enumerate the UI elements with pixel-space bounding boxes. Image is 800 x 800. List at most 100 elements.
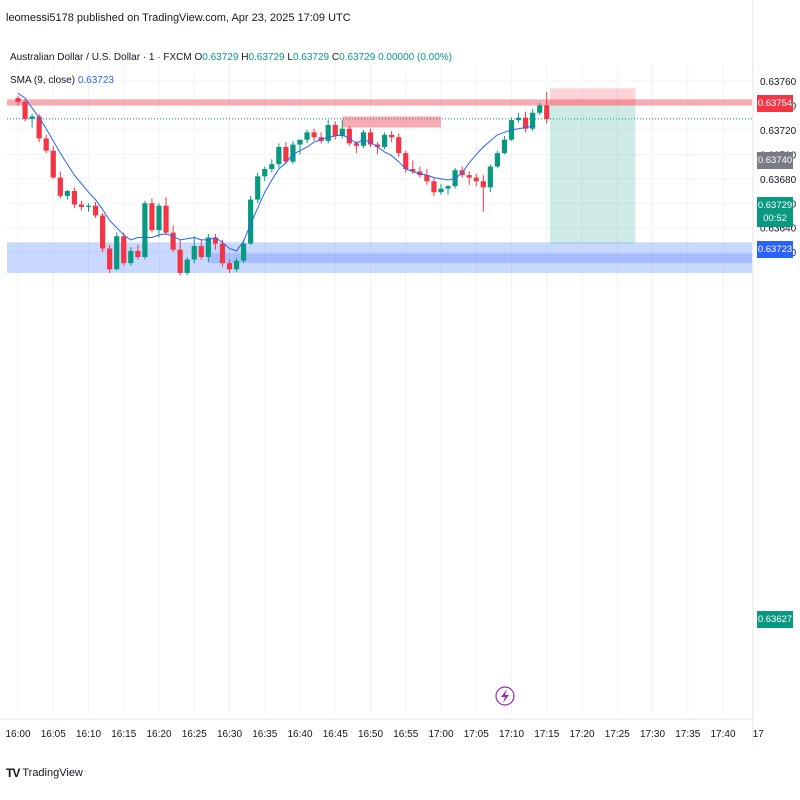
price-label-target: 0.63627 (757, 611, 793, 628)
candle-body (304, 132, 310, 140)
candle-body (473, 177, 479, 182)
last-price: 0.63729 (757, 200, 793, 211)
ohlc-open: 0.63729 (202, 52, 239, 63)
candle-body (382, 134, 388, 148)
candle-body (128, 250, 134, 264)
ohlc-high-label: H (241, 52, 249, 63)
x-tick-label: 16:45 (323, 729, 348, 740)
candle-body (325, 125, 331, 141)
sma-legend[interactable]: SMA (9, close) 0.63723 (10, 75, 114, 86)
candle-body (311, 132, 317, 138)
x-tick-label: 16:55 (393, 729, 418, 740)
candle-body (515, 117, 522, 121)
x-tick-label: 16:15 (111, 729, 136, 740)
candle-body (241, 243, 247, 261)
candle-body (445, 186, 451, 189)
sma-label: SMA (9, close) (10, 75, 76, 86)
candle-body (170, 232, 176, 250)
y-tick-label: 0.63720 (760, 126, 797, 137)
x-tick-label: 17:30 (640, 729, 665, 740)
x-tick-label: 17:40 (710, 729, 735, 740)
price-label-stop: 0.63754 (757, 95, 793, 112)
sma-series (17, 92, 533, 252)
candle-body (191, 246, 197, 260)
published-line: leomessi5178 published on TradingView.co… (6, 12, 351, 24)
candle-body (466, 175, 472, 178)
lightning-icon-bolt (501, 689, 509, 703)
ohlc-close: 0.63729 (339, 52, 376, 63)
tradingview-brand[interactable]: TV TradingView (6, 766, 83, 780)
candle-body (537, 105, 543, 113)
candle-body (248, 199, 254, 244)
symbol-legend: Australian Dollar / U.S. Dollar · 1 · FX… (10, 52, 452, 63)
candle-body (438, 188, 444, 193)
candle-body (367, 132, 374, 145)
candle-body (163, 205, 169, 233)
price-label-sma: 0.63723 (757, 241, 793, 258)
supply-zone-mid (342, 116, 441, 128)
candle-body (374, 144, 381, 148)
x-tick-label: 17:00 (428, 729, 453, 740)
sma-value: 0.63723 (77, 75, 114, 86)
candle-body (219, 243, 226, 264)
candle-body (431, 181, 437, 193)
candle-body (233, 260, 240, 270)
candle-body (177, 249, 183, 273)
x-tick-label: 16:25 (182, 729, 207, 740)
candle-body (332, 125, 338, 137)
candle-body (57, 177, 63, 196)
price-label-last: 0.63729 00:52 (757, 197, 793, 227)
lightning-event-icon (495, 686, 515, 706)
candle-body (318, 137, 324, 141)
candle-body (389, 134, 395, 138)
candle-body (85, 205, 92, 207)
candle-body (100, 215, 106, 249)
chart-axes: 0.637600.637400.637200.637000.636800.636… (0, 0, 797, 745)
x-tick-label: 17:15 (534, 729, 559, 740)
candle-body (403, 153, 409, 170)
x-tick-label: 17 (753, 729, 765, 740)
tradingview-logo-icon: TV (6, 766, 20, 780)
x-tick-label: 16:30 (217, 729, 242, 740)
candle-body (346, 128, 352, 144)
candle-body (255, 176, 261, 200)
candle-body (480, 181, 486, 188)
candle-body (410, 169, 416, 172)
position-target-zone (549, 105, 636, 244)
chart-zones (7, 88, 753, 273)
candle-body (15, 98, 21, 102)
candle-body (424, 175, 430, 182)
x-tick-label: 16:10 (76, 729, 101, 740)
candle-body (78, 204, 85, 207)
candle-body (64, 191, 70, 196)
x-tick-label: 16:20 (146, 729, 171, 740)
ohlc-low-label: L (287, 52, 293, 63)
candle-body (262, 169, 268, 177)
symbol-title: Australian Dollar / U.S. Dollar · 1 · FX… (10, 52, 192, 63)
candle-body (523, 117, 529, 129)
candle-body (339, 128, 345, 137)
brand-name: TradingView (22, 767, 83, 779)
candle-body (50, 150, 56, 178)
ohlc-high: 0.63729 (248, 52, 285, 63)
candle-body (29, 116, 35, 119)
candle-body (417, 171, 423, 176)
candle-body (92, 205, 99, 216)
candle-body (184, 259, 190, 273)
ohlc-low: 0.63729 (292, 52, 330, 63)
bar-countdown: 00:52 (763, 213, 787, 224)
x-tick-label: 16:40 (287, 729, 312, 740)
y-tick-label: 0.63760 (760, 77, 797, 88)
candle-body (121, 236, 127, 264)
candle-body (494, 153, 500, 167)
x-tick-label: 17:10 (499, 729, 524, 740)
candle-body (530, 112, 536, 129)
candle-body (501, 139, 508, 154)
demand-zone-inner (208, 253, 753, 264)
x-tick-label: 16:05 (41, 729, 66, 740)
candle-body (135, 250, 141, 258)
candle-body (156, 205, 162, 231)
candle-body (114, 236, 120, 270)
candle-body (360, 132, 367, 146)
